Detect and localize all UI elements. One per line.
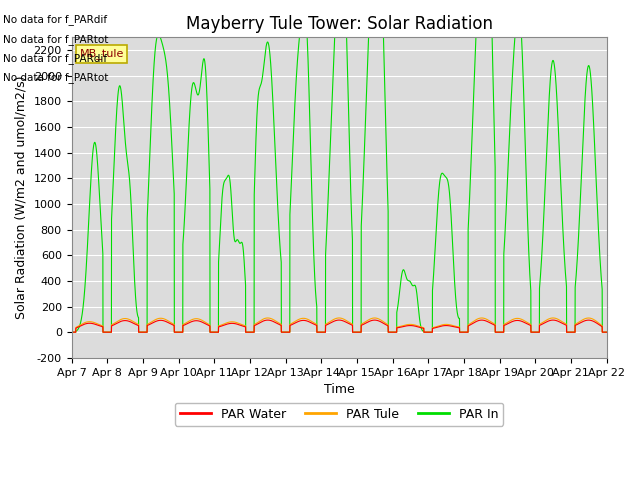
PAR Water — [319, 329, 326, 335]
PAR In — [459, 329, 467, 335]
PAR Water — [490, 322, 497, 327]
PAR In — [68, 329, 76, 335]
PAR In — [490, 81, 497, 86]
PAR Tule — [429, 325, 437, 331]
PAR Water — [459, 329, 467, 335]
PAR Tule — [602, 329, 610, 335]
PAR Water — [335, 317, 343, 323]
X-axis label: Time: Time — [324, 383, 355, 396]
PAR Tule — [164, 318, 172, 324]
PAR Water — [164, 320, 172, 325]
PAR In — [164, 74, 172, 80]
PAR In — [429, 279, 437, 285]
PAR Tule — [490, 320, 497, 326]
PAR In — [319, 329, 326, 335]
Line: PAR Water: PAR Water — [72, 320, 607, 332]
Text: No data for f_PARdif: No data for f_PARdif — [3, 14, 108, 25]
Text: No data for f_PARtot: No data for f_PARtot — [3, 34, 109, 45]
PAR In — [602, 329, 610, 335]
Legend: PAR Water, PAR Tule, PAR In: PAR Water, PAR Tule, PAR In — [175, 403, 504, 425]
Title: Mayberry Tule Tower: Solar Radiation: Mayberry Tule Tower: Solar Radiation — [186, 15, 493, 33]
PAR In — [603, 329, 611, 335]
Line: PAR Tule: PAR Tule — [72, 318, 607, 332]
Y-axis label: Solar Radiation (W/m2 and umol/m2/s): Solar Radiation (W/m2 and umol/m2/s) — [15, 76, 28, 319]
PAR Water — [429, 325, 437, 331]
Text: MB_tule: MB_tule — [79, 48, 124, 60]
Text: No data for f_PARtot: No data for f_PARtot — [3, 72, 109, 83]
PAR Tule — [603, 329, 611, 335]
PAR Tule — [319, 329, 326, 335]
Text: No data for f_PARdif: No data for f_PARdif — [3, 53, 108, 64]
PAR Water — [603, 329, 611, 335]
Line: PAR In: PAR In — [72, 0, 607, 332]
PAR Tule — [459, 329, 467, 335]
PAR Water — [68, 329, 76, 335]
PAR Tule — [68, 329, 76, 335]
PAR Tule — [335, 315, 343, 321]
PAR Water — [602, 329, 610, 335]
